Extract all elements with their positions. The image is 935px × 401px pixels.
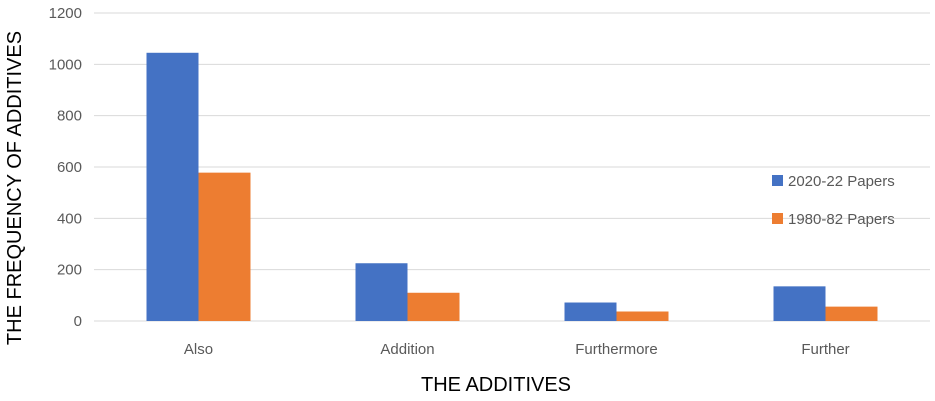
x-tick-label: Addition — [380, 341, 434, 358]
y-tick-label: 1000 — [49, 56, 82, 73]
y-tick-label: 200 — [57, 262, 82, 279]
legend-swatch — [772, 213, 783, 224]
y-tick-label: 600 — [57, 159, 82, 176]
y-tick-label: 1200 — [49, 5, 82, 22]
bar-further-series-2 — [825, 306, 878, 321]
bar-also-series-2 — [198, 172, 251, 321]
x-axis-ticks: Also Addition Furthermore Further — [184, 341, 850, 358]
bar-furthermore-series-1 — [564, 302, 617, 321]
legend-label: 2020-22 Papers — [788, 173, 895, 190]
y-tick-label: 0 — [74, 313, 82, 330]
x-tick-label: Also — [184, 341, 213, 358]
x-tick-label: Further — [801, 341, 849, 358]
legend-label: 1980-82 Papers — [788, 211, 895, 228]
x-tick-label: Furthermore — [575, 341, 658, 358]
bar-addition-series-2 — [407, 292, 460, 321]
y-tick-label: 800 — [57, 108, 82, 125]
legend-swatch — [772, 175, 783, 186]
bar-also-series-1 — [146, 52, 199, 322]
bar-further-series-1 — [773, 286, 826, 321]
x-axis-title: THE ADDITIVES — [421, 374, 571, 396]
y-tick-label: 400 — [57, 210, 82, 227]
legend: 2020-22 Papers 1980-82 Papers — [772, 173, 895, 228]
bars — [146, 52, 878, 322]
bar-addition-series-1 — [355, 263, 408, 321]
y-axis-ticks: 0 200 400 600 800 1000 1200 — [49, 5, 82, 330]
y-axis-title: THE FREQUENCY OF ADDITIVES — [4, 31, 26, 345]
bar-furthermore-series-2 — [616, 311, 669, 321]
